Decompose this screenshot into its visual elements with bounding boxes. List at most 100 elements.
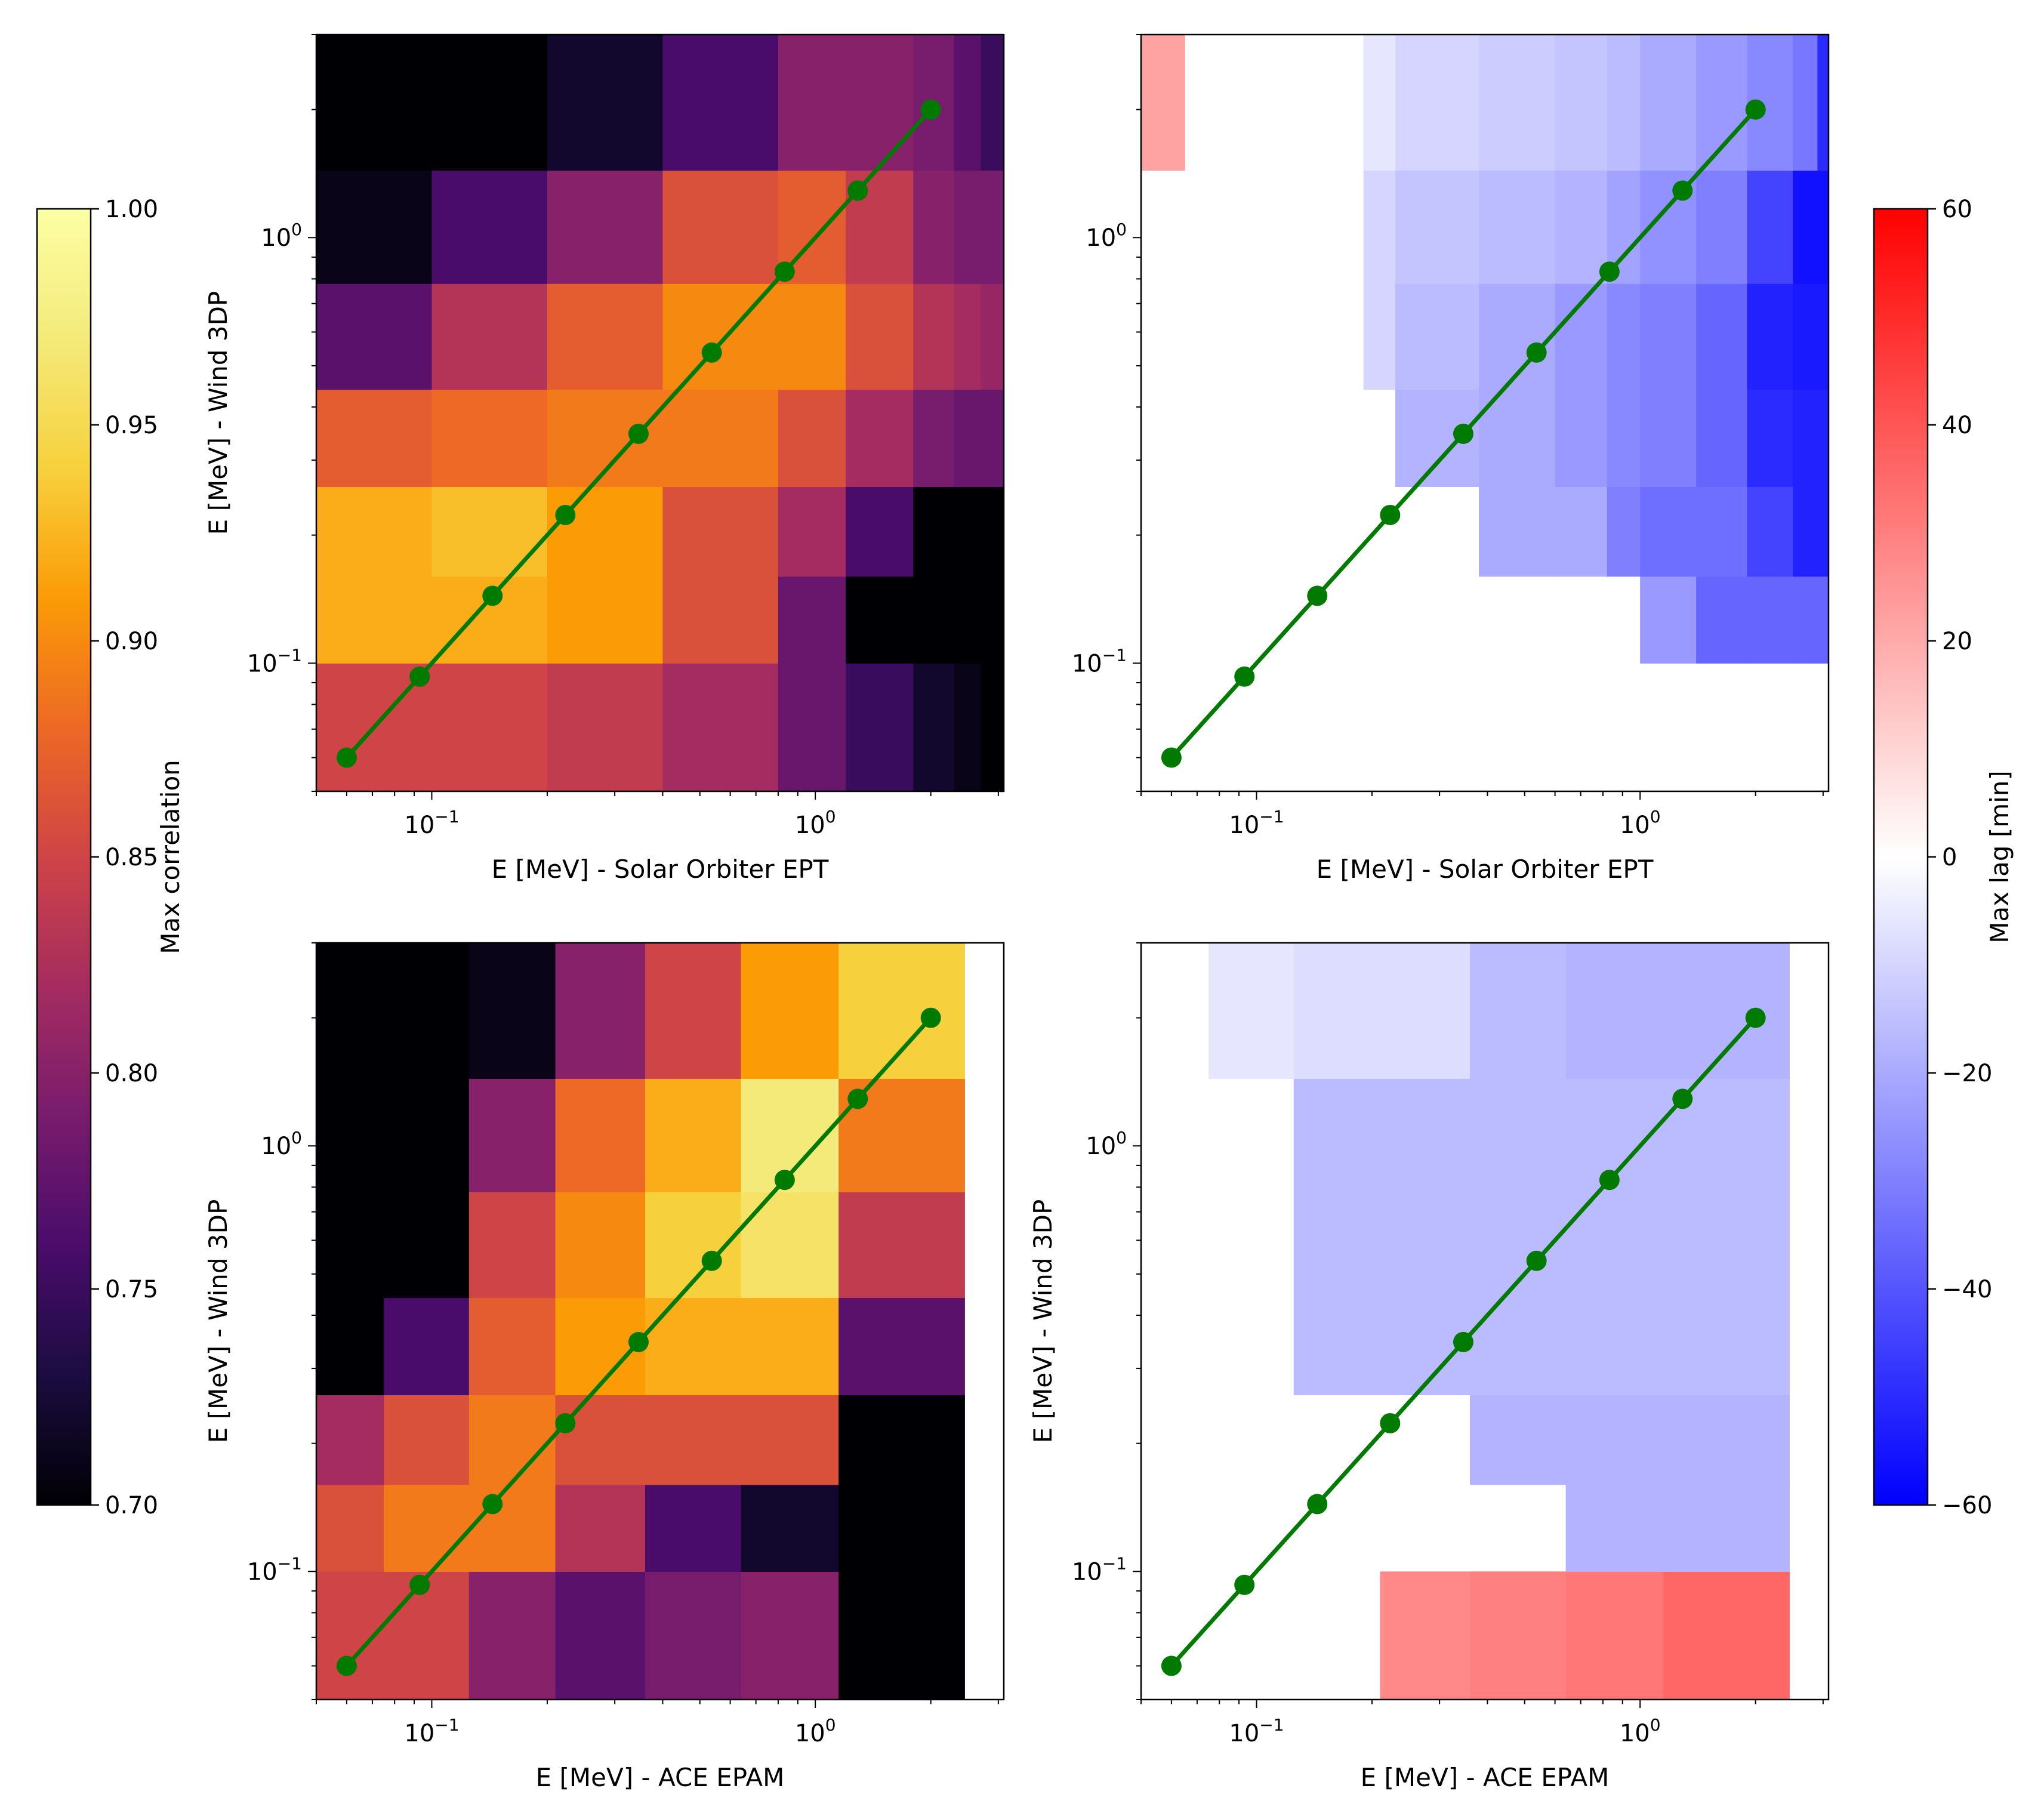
heatmap-cell [1363, 170, 1396, 284]
heatmap-cell [1470, 1571, 1567, 1700]
diagonal-marker [701, 342, 722, 363]
heatmap-cell [1696, 486, 1747, 577]
diagonal-marker [1672, 180, 1693, 201]
heatmap-cell [741, 1395, 839, 1485]
heatmap-cell [913, 576, 955, 664]
heatmap-cell [662, 389, 779, 488]
heatmap-cell [1663, 943, 1790, 1079]
heatmap-cell [981, 170, 1004, 284]
y-tick-label: 100 [261, 220, 302, 252]
colorbar-tick-label: 40 [1942, 412, 1972, 439]
heatmap-cell [431, 283, 548, 390]
heatmap-cell [1479, 486, 1556, 577]
heatmap-cell [1395, 170, 1479, 284]
heatmap-cell [316, 1395, 384, 1485]
y-tick-label: 10−1 [247, 645, 302, 677]
heatmap-cell [645, 1078, 742, 1192]
heatmap-cell [846, 486, 914, 577]
axes-frame [1140, 942, 1830, 1701]
y-tick-label: 100 [1086, 1128, 1127, 1160]
heatmap-cell [645, 943, 742, 1079]
diagonal-marker [1234, 1574, 1255, 1595]
heatmap-cell [468, 1395, 556, 1485]
heatmap-cell [1663, 1395, 1790, 1485]
heatmap-cell [468, 1078, 556, 1192]
heatmap-cell [1607, 35, 1641, 171]
heatmap-cell [1747, 576, 1793, 664]
heatmap-cell [1747, 283, 1793, 390]
heatmap-cell [1607, 486, 1641, 577]
heatmap-cell [1747, 170, 1793, 284]
heatmap-cell [316, 943, 384, 1079]
heatmap-cell [846, 576, 914, 664]
heatmap-cell [384, 1484, 470, 1572]
heatmap-cell [1479, 35, 1556, 171]
heatmap-cell [838, 943, 965, 1079]
heatmap-cell [1640, 486, 1697, 577]
panel-bottom-right: 10−1 100 10−1 100 E [MeV] - ACE EPAM E [MeV] … [1028, 942, 1830, 1792]
heatmap-cell [1640, 283, 1697, 390]
heatmap-cell [662, 170, 779, 284]
heatmap-cell [384, 1078, 470, 1192]
heatmap-cell [1208, 943, 1294, 1079]
heatmap-cell [384, 943, 470, 1079]
heatmap-cell [1792, 486, 1818, 577]
heatmap-cell [1141, 35, 1185, 171]
axes-frame [1140, 33, 1830, 792]
heatmap-cells [316, 35, 1004, 791]
heatmap-cell [468, 1192, 556, 1299]
heatmap-cell [838, 1571, 965, 1700]
colorbar-lag: −60 −40 −20 0 20 40 60 Max lag [min] [1873, 196, 2014, 1519]
diagonal-marker [920, 1007, 941, 1028]
colorbar-tick-label: −60 [1942, 1492, 1992, 1519]
diagonal-marker [409, 666, 430, 687]
diagonal-marker [336, 747, 357, 768]
heatmap-cell [1293, 1078, 1381, 1192]
heatmap-cell [846, 389, 914, 488]
diagonal-marker [482, 585, 503, 606]
heatmap-cell [1565, 943, 1664, 1079]
y-axis-label: E [MeV] - Wind 3DP [204, 1199, 233, 1444]
diagonal-marker [920, 99, 941, 120]
colorbar-tick-label: 0.80 [105, 1060, 158, 1087]
heatmap-cell [468, 1297, 556, 1396]
heatmap-cells [316, 943, 965, 1700]
heatmap-cell [954, 35, 982, 171]
heatmap-cell [1817, 170, 1829, 284]
heatmap-cell [547, 576, 664, 664]
diagonal-marker [1599, 261, 1620, 282]
heatmap-cell [954, 576, 982, 664]
heatmap-cell [384, 1571, 470, 1700]
heatmap-cell [1555, 486, 1608, 577]
heatmap-cell [1470, 1395, 1567, 1485]
diagonal-marker [1161, 747, 1182, 768]
diagonal-marker [1599, 1170, 1620, 1191]
heatmap-cell [662, 576, 779, 664]
x-tick-label: 10−1 [404, 1715, 459, 1747]
heatmap-cell [1817, 283, 1829, 390]
colorbar-correlation-ticks: 0.70 0.75 0.80 0.85 0.90 0.95 1.00 [91, 196, 158, 1519]
heatmap-cell [547, 486, 664, 577]
heatmap-cell [1696, 389, 1747, 488]
diagonal-marker [1672, 1088, 1693, 1109]
diagonal-marker [555, 1413, 576, 1433]
colorbar-correlation-gradient [36, 208, 92, 1506]
x-tick-label: 10−1 [1229, 1715, 1284, 1747]
heatmap-cell [316, 283, 433, 390]
heatmap-cell [846, 663, 914, 791]
heatmap-cell [1640, 576, 1697, 664]
x-tick-label: 100 [1620, 1715, 1661, 1747]
colorbar-tick-label: 0.95 [105, 412, 158, 439]
heatmap-cell [1696, 170, 1747, 284]
heatmap-cell [1792, 389, 1818, 488]
x-axis-label: E [MeV] - Solar Orbiter EPT [492, 855, 829, 884]
axis-ticks [308, 34, 999, 800]
colorbar-correlation-label: Max correlation [156, 760, 185, 954]
heatmap-cell [316, 1192, 384, 1299]
heatmap-cell [838, 1192, 965, 1299]
heatmap-cell [981, 35, 1004, 171]
y-tick-label: 10−1 [1072, 1553, 1127, 1586]
y-tick-label: 10−1 [247, 1553, 302, 1586]
heatmap-cell [1479, 389, 1556, 488]
